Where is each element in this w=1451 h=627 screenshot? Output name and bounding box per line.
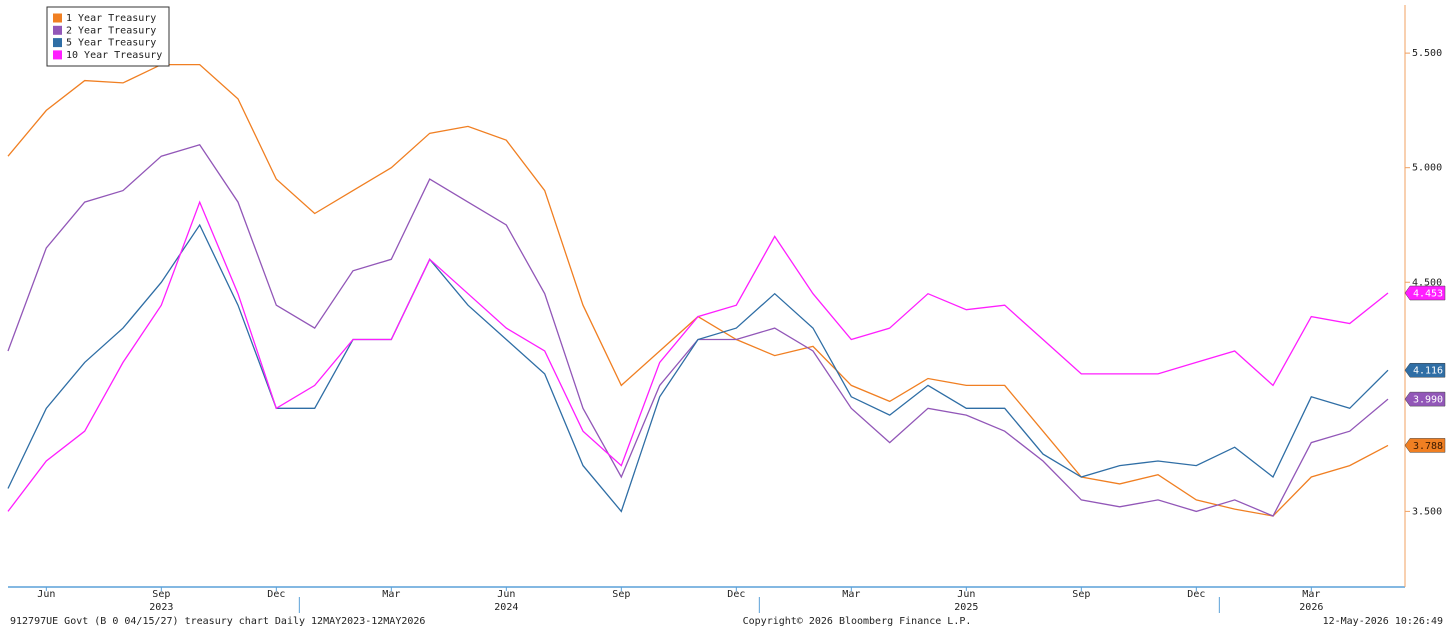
legend-label: 5 Year Treasury	[66, 38, 156, 49]
x-tick-label: Jun	[497, 589, 515, 600]
series-line	[7, 63, 1389, 517]
legend-label: 10 Year Treasury	[66, 50, 162, 61]
x-tick-label: Mar	[842, 589, 860, 600]
footer-center: Copyright© 2026 Bloomberg Finance L.P.	[743, 616, 972, 627]
legend-label: 2 Year Treasury	[66, 25, 156, 36]
x-tick-label: Dec	[1187, 589, 1205, 600]
series-line	[7, 223, 1389, 513]
series-line	[7, 144, 1389, 517]
x-tick-label: Sep	[612, 589, 630, 600]
end-tag	[1404, 438, 1446, 453]
x-tick-label: Mar	[382, 589, 400, 600]
x-tick-label: Dec	[267, 589, 285, 600]
series-line	[7, 200, 1389, 512]
end-tag-label: 3.990	[1413, 395, 1443, 406]
year-label: 2023	[149, 602, 173, 613]
legend-swatch	[53, 50, 62, 60]
year-label: 2025	[954, 602, 978, 613]
legend-swatch	[53, 13, 62, 23]
x-tick-label: Mar	[1302, 589, 1320, 600]
footer-left: 912797UE Govt (B 0 04/15/27) treasury ch…	[10, 616, 425, 627]
end-tag-label: 4.453	[1413, 289, 1443, 300]
legend-label: 1 Year Treasury	[66, 13, 156, 24]
x-tick-label: Sep	[152, 589, 170, 600]
x-tick-label: Jun	[957, 589, 975, 600]
end-tag-label: 3.788	[1413, 441, 1443, 452]
footer-right: 12-May-2026 10:26:49	[1323, 616, 1443, 627]
legend-swatch	[53, 38, 62, 48]
x-tick-label: Sep	[1072, 589, 1090, 600]
end-tag	[1404, 391, 1446, 407]
y-tick-label: 3.500	[1412, 506, 1442, 517]
x-tick-label: Dec	[727, 589, 745, 600]
end-tag	[1404, 362, 1446, 378]
legend-swatch	[53, 25, 62, 35]
y-tick-label: 5.000	[1412, 163, 1442, 174]
x-tick-label: Jun	[37, 589, 55, 600]
end-tag	[1404, 285, 1446, 301]
y-tick-label: 5.500	[1412, 48, 1442, 59]
legend-box	[46, 6, 170, 67]
y-tick-label: 4.500	[1412, 277, 1442, 288]
end-tag-label: 4.116	[1413, 366, 1443, 377]
year-label: 2024	[494, 602, 518, 613]
year-label: 2026	[1299, 602, 1323, 613]
